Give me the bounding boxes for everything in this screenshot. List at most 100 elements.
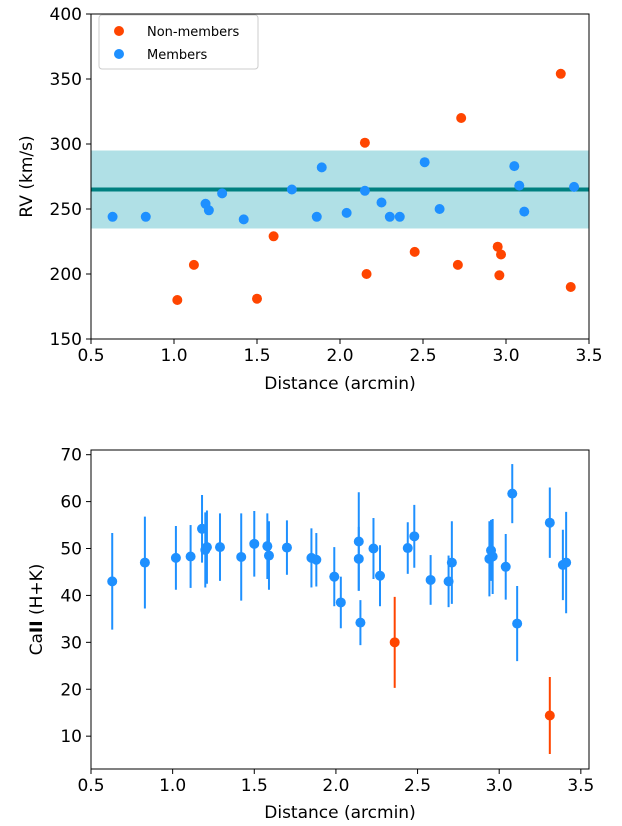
rv-vs-distance-chart: 0.5 1.0 1.5 2.0 2.5 3.0 3.5 150 200 250 300 350 400… (17, 5, 603, 394)
caii-point-members (512, 618, 523, 629)
top-y-axis-label: RV (km/s) (17, 135, 37, 217)
rv-point-members (569, 181, 580, 192)
caii-point-members (185, 551, 196, 562)
rv-point-members (341, 207, 352, 218)
caii-point-members (249, 538, 260, 549)
top-x-ticks: 0.5 1.0 1.5 2.0 2.5 3.0 3.5 (77, 339, 603, 366)
top-x-tick-label: 1.5 (243, 346, 270, 366)
rv-point-members (203, 205, 214, 216)
bottom-x-ticks: 0.5 1.0 1.5 2.0 2.5 3.0 3.5 (77, 769, 594, 796)
rv-point-members (140, 211, 151, 222)
bottom-x-tick-label: 3.5 (567, 776, 594, 796)
rv-point-members (238, 214, 249, 225)
ylabel-bold: II (27, 620, 47, 633)
caii-point-members (355, 617, 366, 628)
caii-point-non-members (389, 637, 400, 648)
caii-point-members (139, 557, 150, 568)
top-y-tick-label: 350 (50, 70, 82, 90)
rv-point-non-members (452, 259, 463, 270)
rv-point-non-members (555, 68, 566, 79)
legend-marker-non-members (114, 26, 124, 36)
caii-points (107, 464, 572, 754)
bottom-x-tick-label: 2.5 (404, 776, 431, 796)
rv-point-members (519, 206, 530, 217)
rv-point-non-members (268, 231, 279, 242)
rv-point-non-members (492, 241, 503, 252)
caii-point-members (446, 557, 457, 568)
bottom-y-tick-label: 40 (60, 586, 82, 606)
bottom-x-tick-label: 1.0 (159, 776, 186, 796)
caii-point-members (236, 551, 247, 562)
top-y-ticks: 150 200 250 300 350 400 (50, 5, 91, 350)
rv-point-members (419, 157, 430, 168)
bottom-x-tick-label: 0.5 (77, 776, 104, 796)
caii-point-members (368, 543, 379, 554)
caii-point-members (281, 542, 292, 553)
rv-point-members (509, 161, 520, 172)
bottom-y-tick-label: 50 (60, 540, 82, 560)
caii-point-members (107, 576, 118, 587)
rv-point-members (384, 211, 395, 222)
top-y-tick-label: 300 (50, 135, 82, 155)
rv-point-members (316, 162, 327, 173)
caii-point-members (262, 541, 273, 552)
rv-point-non-members (361, 269, 372, 279)
rv-point-members (376, 197, 387, 208)
top-y-tick-label: 200 (50, 265, 82, 285)
rv-point-members (434, 204, 445, 214)
rv-point-non-members (172, 295, 183, 305)
bottom-y-tick-label: 20 (60, 680, 82, 700)
bottom-x-tick-label: 2.0 (322, 776, 349, 796)
top-y-tick-label: 250 (50, 200, 82, 220)
rv-point-members (217, 188, 228, 199)
rv-point-non-members (494, 270, 505, 281)
rv-point-non-members (252, 293, 262, 304)
caii-point-members (402, 543, 413, 554)
rv-point-non-members (496, 249, 507, 260)
rv-point-members (394, 211, 405, 222)
legend-box (98, 14, 259, 70)
ylabel-suffix: (H+K) (27, 564, 47, 621)
caii-point-members (214, 542, 225, 553)
top-x-tick-label: 2.0 (326, 346, 353, 366)
legend-label-non-members: Non-members (147, 25, 240, 40)
top-x-tick-label: 3.5 (575, 346, 602, 366)
caii-point-members (425, 574, 436, 585)
rv-point-non-members (188, 259, 199, 270)
caii-point-members (507, 488, 518, 499)
rv-point-members (311, 211, 322, 222)
rv-point-members (514, 180, 525, 191)
legend-label-members: Members (147, 48, 207, 63)
legend-marker-members (114, 49, 124, 59)
caii-point-members (487, 551, 498, 562)
top-x-axis-label: Distance (arcmin) (264, 374, 415, 394)
caii-point-members (170, 552, 181, 563)
caii-point-members (544, 517, 555, 528)
caii-point-non-members (544, 710, 555, 721)
caii-point-members (500, 561, 511, 572)
caii-point-members (311, 554, 322, 565)
caii-point-members (409, 531, 420, 542)
top-y-tick-label: 150 (50, 330, 82, 350)
bottom-y-tick-label: 30 (60, 633, 82, 653)
ylabel-prefix: Ca (27, 633, 47, 655)
caii-point-members (375, 570, 386, 581)
bottom-x-tick-label: 3.0 (486, 776, 513, 796)
bottom-x-tick-label: 1.5 (241, 776, 268, 796)
caii-vs-distance-chart: 0.5 1.0 1.5 2.0 2.5 3.0 3.5 10 20 30 40 50 60 70 Dis… (27, 446, 594, 823)
caii-point-members (353, 553, 364, 564)
rv-point-members (107, 211, 118, 222)
bottom-plot-frame (90, 449, 590, 770)
bottom-y-tick-label: 70 (60, 446, 82, 466)
top-x-tick-label: 3.0 (492, 346, 519, 366)
rv-point-members (286, 184, 297, 195)
bottom-y-tick-label: 60 (60, 493, 82, 513)
legend: Non-members Members (98, 14, 259, 70)
caii-point-members (201, 542, 212, 553)
rv-point-members (359, 185, 370, 196)
bottom-y-ticks: 10 20 30 40 50 60 70 (60, 446, 91, 747)
bottom-y-axis-label: CaII (H+K) (27, 564, 47, 656)
bottom-y-tick-label: 10 (60, 727, 82, 747)
rv-point-non-members (456, 113, 467, 123)
rv-point-non-members (359, 137, 370, 148)
